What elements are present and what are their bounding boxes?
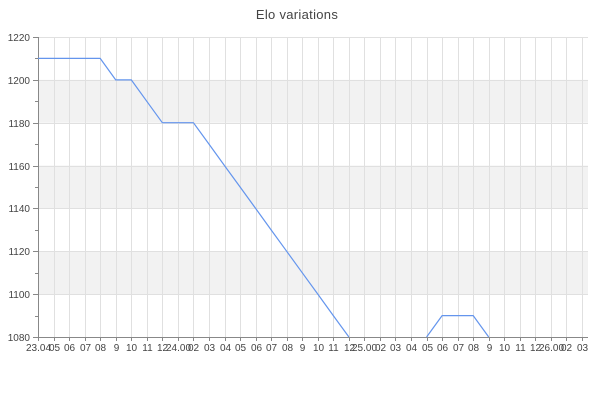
x-tick-label: 12 [344, 343, 356, 354]
y-tick-label: 1220 [8, 33, 31, 44]
x-tick-label: 11 [328, 343, 339, 354]
x-tick-label: 9 [114, 343, 120, 354]
x-tick-label: 23.04 [26, 343, 51, 354]
x-tick-label: 08 [468, 343, 480, 354]
x-tick-label: 03 [390, 343, 402, 354]
elo-series [38, 57, 490, 338]
y-tick-label: 1100 [8, 290, 30, 301]
x-tick-label: 04 [406, 343, 418, 354]
y-tick-label: 1160 [8, 162, 30, 173]
x-tick-label: 07 [80, 343, 92, 354]
x-tick-label: 24.00 [166, 343, 191, 354]
x-tick-label: 9 [300, 343, 306, 354]
x-tick-label: 05 [422, 343, 434, 354]
x-tick-label: 10 [126, 343, 138, 354]
y-tick-label: 1080 [8, 333, 31, 344]
x-tick-label: 10 [499, 343, 511, 354]
band-shading [38, 79, 588, 295]
gridlines [38, 37, 588, 338]
chart-title: Elo variations [255, 7, 339, 22]
x-tick-label: 06 [437, 343, 449, 354]
x-tick-label: 26.00 [539, 343, 564, 354]
x-tick-label: 02 [375, 343, 387, 354]
x-tick-label: 9 [487, 343, 493, 354]
y-tick-label: 1180 [8, 119, 30, 130]
axes-spines [38, 37, 588, 338]
elo-line [426, 315, 490, 338]
x-tick-label: 04 [220, 343, 232, 354]
x-tick-label: 11 [142, 343, 153, 354]
x-tick-label: 03 [204, 343, 216, 354]
x-tick-label: 25.00 [352, 343, 377, 354]
x-tick-label: 02 [188, 343, 200, 354]
x-tick-label: 08 [95, 343, 107, 354]
y-tick-label: 1200 [8, 76, 31, 87]
x-tick-label: 08 [282, 343, 294, 354]
x-tick-label: 07 [266, 343, 278, 354]
x-tick-label: 05 [49, 343, 61, 354]
y-tick-label: 1120 [8, 247, 30, 258]
x-tick-label: 02 [561, 343, 573, 354]
x-tick-label: 07 [453, 343, 465, 354]
x-tick-label: 03 [577, 343, 589, 354]
x-tick-label: 05 [235, 343, 247, 354]
x-tick-label: 10 [313, 343, 325, 354]
y-axis-ticks-labels: 1080 1100 1120 1140 1160 1180 1200 1220 [8, 33, 38, 344]
elo-line [38, 57, 350, 338]
x-tick-label: 12 [157, 343, 169, 354]
x-tick-label: 11 [515, 343, 526, 354]
x-tick-label: 06 [251, 343, 263, 354]
x-tick-label: 12 [530, 343, 542, 354]
x-tick-label: 06 [64, 343, 76, 354]
y-tick-label: 1140 [8, 204, 30, 215]
